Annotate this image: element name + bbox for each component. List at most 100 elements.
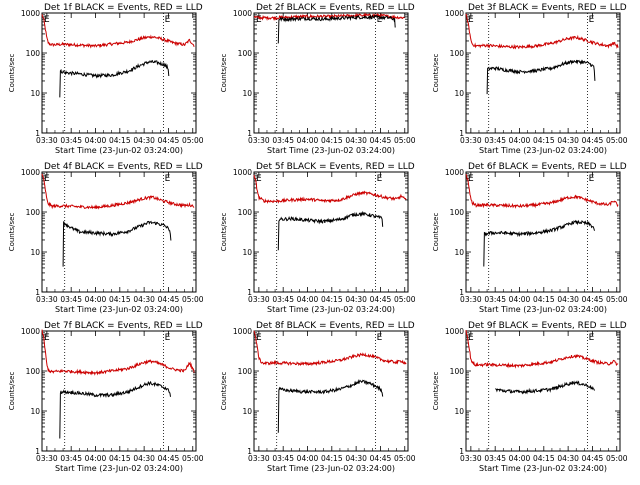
x-tick-label: 04:30 — [557, 136, 579, 145]
y-tick-label: 100 — [238, 208, 253, 217]
series-lld-line — [41, 173, 195, 210]
y-tick-label: 1000 — [233, 9, 252, 18]
x-tick-label: 03:30 — [460, 295, 482, 304]
y-tick-label: 1000 — [445, 9, 464, 18]
event-marker-label: E — [165, 15, 171, 25]
event-marker-label: E — [468, 174, 474, 184]
x-tick-label: 03:30 — [460, 136, 482, 145]
x-tick-label: 04:30 — [133, 295, 155, 304]
y-tick-label: 100 — [450, 208, 465, 217]
series-lld-line — [253, 330, 407, 367]
x-axis-label: Start Time (23-Jun-02 03:24:00) — [267, 305, 395, 314]
y-tick-label: 1000 — [445, 327, 464, 336]
panel-title: Det 9f BLACK = Events, RED = LLD — [468, 321, 627, 331]
x-axis-label: Start Time (23-Jun-02 03:24:00) — [55, 305, 183, 314]
x-tick-label: 03:45 — [60, 295, 82, 304]
y-tick-label: 100 — [26, 367, 41, 376]
y-tick-label: 10 — [454, 89, 464, 98]
panel-title: Det 3f BLACK = Events, RED = LLD — [468, 3, 627, 13]
panel-9: Det 9f BLACK = Events, RED = LLD 1 10 100 10… — [432, 321, 628, 473]
y-axis-label: Counts/sec — [220, 372, 228, 411]
panel-title: Det 4f BLACK = Events, RED = LLD — [44, 162, 203, 172]
series-lld-line — [41, 329, 195, 376]
x-tick-label: 03:45 — [272, 454, 294, 463]
series-events-line — [483, 219, 595, 267]
x-tick-label: 05:00 — [606, 295, 628, 304]
x-axis-label: Start Time (23-Jun-02 03:24:00) — [267, 146, 395, 155]
y-tick-label: 10 — [454, 407, 464, 416]
event-marker-label: E — [165, 174, 171, 184]
y-tick-label: 10 — [30, 407, 40, 416]
series-lld-line — [41, 14, 195, 49]
y-tick-label: 10 — [30, 89, 40, 98]
x-tick-label: 03:45 — [484, 295, 506, 304]
y-tick-label: 1000 — [21, 168, 40, 177]
series-events-line — [486, 59, 596, 95]
series-lld-line — [253, 174, 407, 204]
x-tick-label: 04:15 — [533, 454, 555, 463]
x-tick-label: 04:00 — [509, 295, 531, 304]
x-tick-label: 04:15 — [109, 136, 131, 145]
y-axis-label: Counts/sec — [432, 372, 440, 411]
x-tick-label: 03:30 — [248, 136, 270, 145]
y-tick-label: 1 — [459, 288, 464, 297]
x-tick-label: 04:45 — [370, 454, 392, 463]
y-tick-label: 1 — [35, 129, 40, 138]
plot-frame — [465, 171, 621, 293]
plot-frame — [41, 12, 197, 134]
panel-3: Det 3f BLACK = Events, RED = LLD 1 10 100 10… — [432, 3, 628, 155]
panel-title: Det 8f BLACK = Events, RED = LLD — [256, 321, 415, 331]
x-tick-label: 04:00 — [85, 454, 107, 463]
x-tick-label: 04:15 — [533, 295, 555, 304]
x-tick-label: 05:00 — [182, 136, 204, 145]
y-tick-label: 1 — [247, 129, 252, 138]
x-tick-label: 04:45 — [582, 454, 604, 463]
series-events-line — [59, 380, 171, 439]
y-tick-label: 1000 — [233, 168, 252, 177]
x-axis-label: Start Time (23-Jun-02 03:24:00) — [55, 464, 183, 473]
plot-frame — [465, 330, 621, 452]
x-tick-label: 03:30 — [248, 295, 270, 304]
series-events-line — [277, 210, 384, 251]
x-axis-label: Start Time (23-Jun-02 03:24:00) — [479, 464, 607, 473]
x-tick-label: 04:15 — [321, 454, 343, 463]
x-tick-label: 04:30 — [345, 136, 367, 145]
x-tick-label: 03:45 — [484, 454, 506, 463]
x-tick-label: 04:00 — [85, 295, 107, 304]
x-tick-label: 04:45 — [370, 136, 392, 145]
plot-frame — [253, 12, 409, 134]
x-tick-label: 04:30 — [345, 295, 367, 304]
event-marker-label: E — [256, 333, 262, 343]
y-axis-label: Counts/sec — [220, 54, 228, 93]
x-tick-label: 04:45 — [158, 454, 180, 463]
y-axis-label: Counts/sec — [8, 54, 16, 93]
event-marker-label: E — [377, 15, 383, 25]
series-lld-line — [465, 174, 619, 209]
plot-frame — [253, 330, 409, 452]
series-events-line — [59, 59, 170, 98]
x-tick-label: 05:00 — [394, 295, 416, 304]
x-tick-label: 05:00 — [182, 295, 204, 304]
y-tick-label: 1 — [459, 129, 464, 138]
y-tick-label: 100 — [450, 367, 465, 376]
y-tick-label: 1000 — [445, 168, 464, 177]
panel-title: Det 7f BLACK = Events, RED = LLD — [44, 321, 203, 331]
y-tick-label: 100 — [238, 49, 253, 58]
event-marker-label: E — [589, 15, 595, 25]
y-tick-label: 100 — [238, 367, 253, 376]
x-tick-label: 04:00 — [297, 295, 319, 304]
y-tick-label: 1 — [35, 447, 40, 456]
x-tick-label: 04:15 — [321, 136, 343, 145]
x-tick-label: 05:00 — [182, 454, 204, 463]
series-lld-line — [465, 330, 619, 369]
x-tick-label: 03:45 — [484, 136, 506, 145]
event-marker-label: E — [256, 174, 262, 184]
series-lld-line — [465, 13, 619, 50]
event-marker-label: E — [256, 15, 262, 25]
panel-2: Det 2f BLACK = Events, RED = LLD 1 10 100 10… — [220, 3, 416, 155]
y-axis-label: Counts/sec — [432, 54, 440, 93]
series-events-line — [277, 14, 396, 44]
y-tick-label: 1 — [247, 288, 252, 297]
x-tick-label: 04:00 — [85, 136, 107, 145]
